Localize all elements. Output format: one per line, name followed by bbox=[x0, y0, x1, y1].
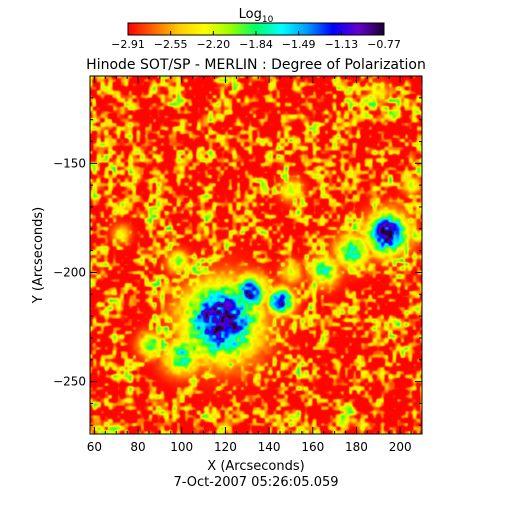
x-tick-label: 120 bbox=[214, 440, 237, 454]
x-axis: 60 80 100 120 140 160 180 200 bbox=[87, 76, 423, 454]
colorbar-ticks: −2.91 −2.55 −2.20 −1.84 −1.49 −1.13 −0.77 bbox=[111, 31, 401, 51]
x-axis-label: X (Arcseconds) bbox=[207, 459, 304, 474]
y-tick-label: −150 bbox=[53, 156, 86, 170]
colorbar-tick-label: −2.55 bbox=[154, 38, 188, 51]
x-tick-label: 140 bbox=[258, 440, 281, 454]
colorbar-tick-label: −1.84 bbox=[239, 38, 273, 51]
colorbar-tick-label: −0.77 bbox=[367, 38, 401, 51]
chart-title: Hinode SOT/SP - MERLIN : Degree of Polar… bbox=[86, 57, 426, 73]
y-axis: −150 −200 −250 bbox=[53, 75, 422, 426]
x-tick-label: 60 bbox=[87, 440, 102, 454]
x-tick-label: 100 bbox=[170, 440, 193, 454]
colorbar-tick-label: −2.91 bbox=[111, 38, 145, 51]
y-tick-label: −250 bbox=[53, 375, 86, 389]
plot-area bbox=[89, 75, 423, 435]
colorbar-label: Log10 bbox=[239, 7, 274, 25]
x-tick-label: 200 bbox=[389, 440, 412, 454]
timestamp: 7-Oct-2007 05:26:05.059 bbox=[173, 475, 338, 490]
colorbar-tick-label: −1.13 bbox=[324, 38, 358, 51]
x-tick-label: 180 bbox=[345, 440, 368, 454]
colorbar-tick-label: −2.20 bbox=[196, 38, 230, 51]
y-axis-label: Y (Arcseconds) bbox=[31, 207, 46, 304]
colorbar-tick-label: −1.49 bbox=[282, 38, 316, 51]
plot-frame bbox=[89, 75, 423, 435]
y-tick-label: −200 bbox=[53, 265, 86, 279]
x-tick-label: 80 bbox=[130, 440, 145, 454]
x-tick-label: 160 bbox=[301, 440, 324, 454]
